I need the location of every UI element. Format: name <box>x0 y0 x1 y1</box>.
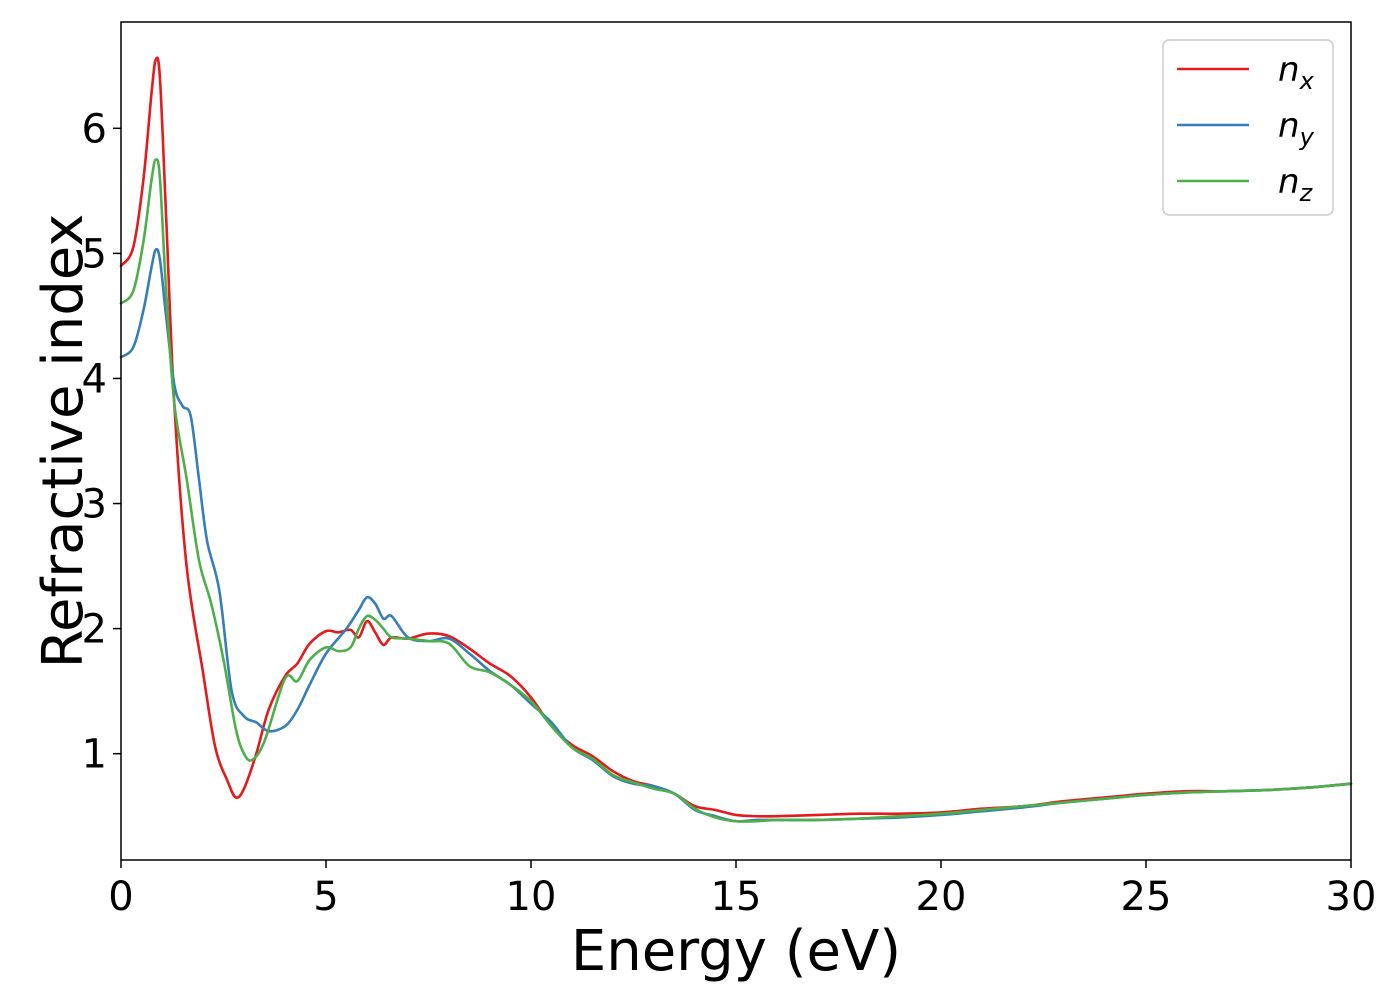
legend-label-ny: ny <box>1278 106 1315 151</box>
x-tick-label: 20 <box>916 874 967 920</box>
y-tick-label: 3 <box>82 482 107 528</box>
y-tick-label: 5 <box>82 231 107 277</box>
y-tick-label: 1 <box>82 732 107 778</box>
series-line-nx <box>119 56 1353 818</box>
legend-label-nx: nx <box>1278 50 1315 95</box>
x-tick-label: 10 <box>506 874 557 920</box>
legend-label-nz: nz <box>1278 162 1314 207</box>
x-tick-label: 30 <box>1326 874 1377 920</box>
x-tick-label: 25 <box>1121 874 1172 920</box>
legend: nx ny nz <box>1162 39 1334 216</box>
y-tick-label: 6 <box>82 106 107 152</box>
y-axis-label: Refractive index <box>31 214 96 669</box>
y-axis-ticks: 1 2 3 4 5 6 <box>82 106 121 778</box>
x-tick-label: 0 <box>108 874 133 920</box>
x-tick-label: 5 <box>313 874 338 920</box>
legend-box <box>1162 39 1334 216</box>
series-line-nz <box>119 158 1353 823</box>
x-axis-ticks: 0 5 10 15 20 25 30 <box>108 860 1376 920</box>
x-tick-label: 15 <box>711 874 762 920</box>
y-tick-label: 2 <box>82 607 107 653</box>
series-layer <box>119 56 1353 823</box>
y-tick-label: 4 <box>82 356 107 402</box>
x-axis-label: Energy (eV) <box>571 919 901 984</box>
